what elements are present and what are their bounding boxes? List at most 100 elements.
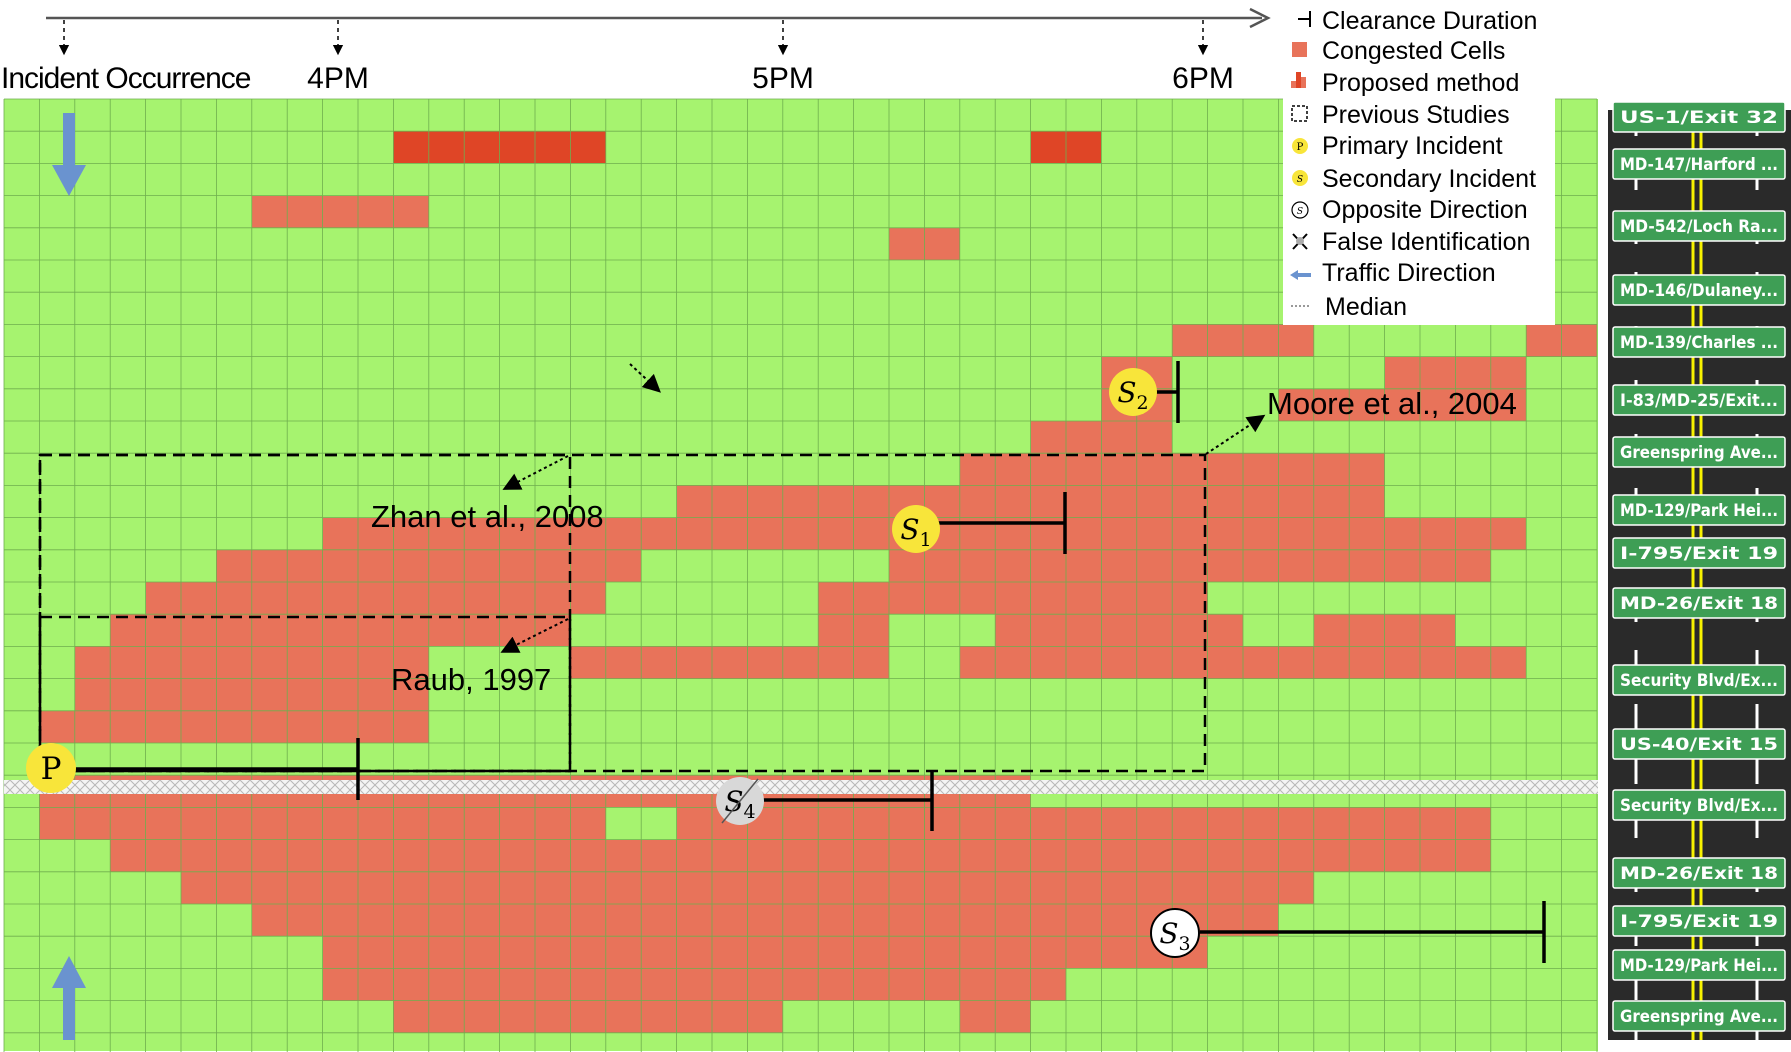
median-strip bbox=[4, 780, 1598, 794]
congestion-grid bbox=[3, 98, 1598, 1052]
up-direction-arrow-icon bbox=[52, 956, 86, 1040]
congested-cell bbox=[818, 582, 1208, 615]
s1-label: S1 bbox=[900, 513, 931, 551]
secondary-incident-icon: S bbox=[1292, 170, 1308, 186]
primary-incident-label: P bbox=[41, 751, 62, 787]
exit-sign-label: I-795/Exit 19 bbox=[1620, 544, 1778, 564]
legend-previous-studies: Previous Studies bbox=[1322, 101, 1510, 129]
congested-cell bbox=[251, 904, 1279, 937]
exit-sign: MD-129/Park Hei... bbox=[1612, 949, 1786, 981]
exit-sign-label: MD-26/Exit 18 bbox=[1620, 864, 1778, 884]
exit-sign: Greenspring Ave... bbox=[1612, 1000, 1786, 1032]
congested-cell bbox=[570, 646, 889, 679]
exit-sign-label: MD-26/Exit 18 bbox=[1620, 594, 1778, 614]
exit-sign: MD-129/Park Hei... bbox=[1612, 494, 1786, 526]
raub-study-label: Raub, 1997 bbox=[391, 662, 551, 697]
exit-sign: US-40/Exit 15 bbox=[1612, 728, 1786, 760]
legend-congested-cells: Congested Cells bbox=[1322, 37, 1505, 65]
zhan-study-label: Zhan et al., 2008 bbox=[371, 499, 604, 534]
opposite-direction-icon: S bbox=[1291, 201, 1309, 219]
legend: P S S Clearance Duration Congested Cells… bbox=[1283, 3, 1555, 325]
exit-sign-label: US-40/Exit 15 bbox=[1620, 735, 1778, 755]
congested-cell bbox=[251, 195, 429, 228]
exit-sign-label: MD-146/Dulaney... bbox=[1620, 281, 1778, 301]
previous-studies: Zhan et al., 2008 Raub, 1997 Moore et al… bbox=[38, 363, 1517, 773]
exit-sign: I-795/Exit 19 bbox=[1612, 537, 1786, 569]
legend-median: Median bbox=[1325, 293, 1407, 321]
time-tick-4pm: 4PM bbox=[307, 62, 369, 95]
moore-study-box bbox=[38, 453, 1207, 773]
congested-cell bbox=[39, 710, 429, 743]
congested-cell bbox=[110, 839, 1491, 872]
legend-secondary-incident: Secondary Incident bbox=[1322, 165, 1536, 193]
exit-sign: MD-147/Harford ... bbox=[1612, 148, 1786, 180]
legend-clearance-duration: Clearance Duration bbox=[1322, 7, 1537, 35]
congested-cell bbox=[393, 1000, 783, 1033]
traffic-direction-icon bbox=[1290, 270, 1311, 280]
clearance-duration-icon bbox=[1298, 11, 1311, 27]
moore-study-label: Moore et al., 2004 bbox=[1267, 386, 1517, 421]
exit-sign-label: Greenspring Ave... bbox=[1620, 1007, 1778, 1027]
opposite-direction-incident-s3: S3 bbox=[1150, 908, 1200, 958]
exit-sign: I-795/Exit 19 bbox=[1612, 905, 1786, 937]
traffic-direction-arrows bbox=[52, 113, 86, 1040]
congested-cell bbox=[889, 549, 1491, 582]
roadway-exits: US-1/Exit 32 MD-147/Harford ... MD-542/Loc… bbox=[1608, 101, 1791, 1040]
exit-sign-label: MD-147/Harford ... bbox=[1620, 155, 1778, 175]
legend-primary-incident: Primary Incident bbox=[1322, 132, 1503, 160]
s4-label: S4 bbox=[724, 785, 755, 823]
svg-text:S: S bbox=[1297, 207, 1303, 217]
time-tick-5pm: 5PM bbox=[752, 62, 814, 95]
congested-cell bbox=[145, 582, 606, 615]
legend-opposite-direction: Opposite Direction bbox=[1322, 196, 1528, 224]
time-tick-6pm: 6PM bbox=[1172, 62, 1234, 95]
primary-incident-icon: P bbox=[1292, 138, 1308, 154]
congested-cell bbox=[322, 968, 1067, 1001]
exit-sign: I-83/MD-25/Exit... bbox=[1612, 384, 1786, 416]
exit-sign: Greenspring Ave... bbox=[1612, 436, 1786, 468]
congested-cell bbox=[995, 614, 1243, 647]
incident-occurrence-label: Incident Occurrence bbox=[1, 62, 251, 95]
exit-sign: MD-26/Exit 18 bbox=[1612, 857, 1786, 889]
congested-cell bbox=[1278, 388, 1527, 421]
false-identification-icon bbox=[1292, 233, 1308, 250]
s3-label: S3 bbox=[1159, 917, 1190, 955]
exit-sign-label: Greenspring Ave... bbox=[1620, 443, 1778, 463]
svg-text:S: S bbox=[1297, 175, 1303, 185]
false-identification-incident-s4: S4 bbox=[716, 777, 764, 825]
zhan-study-box bbox=[38, 453, 572, 773]
exit-sign-label: MD-542/Loch Ra... bbox=[1620, 217, 1778, 237]
secondary-incident-s1: S1 bbox=[892, 505, 940, 553]
exit-sign-label: I-795/Exit 19 bbox=[1620, 912, 1778, 932]
congested-cells-icon bbox=[1292, 42, 1307, 57]
legend-traffic-direction: Traffic Direction bbox=[1322, 259, 1496, 287]
exit-sign: MD-139/Charles ... bbox=[1612, 326, 1786, 358]
exit-sign: MD-146/Dulaney... bbox=[1612, 274, 1786, 306]
s2-label: S2 bbox=[1117, 376, 1148, 414]
exit-sign-label: MD-129/Park Hei... bbox=[1620, 501, 1778, 521]
exit-sign-label: MD-129/Park Hei... bbox=[1620, 956, 1778, 976]
previous-studies-icon bbox=[1291, 105, 1308, 122]
exit-sign: MD-542/Loch Ra... bbox=[1612, 210, 1786, 242]
exit-sign-label: I-83/MD-25/Exit... bbox=[1620, 391, 1778, 411]
legend-background bbox=[1283, 3, 1555, 325]
exit-sign: Security Blvd/Ex... bbox=[1612, 664, 1786, 696]
grid-lines bbox=[3, 98, 1598, 1052]
secondary-incident-s2: S2 bbox=[1109, 368, 1157, 416]
exit-sign-label: MD-139/Charles ... bbox=[1620, 333, 1778, 353]
exit-sign-label: Security Blvd/Ex... bbox=[1620, 671, 1778, 691]
svg-text:P: P bbox=[1297, 142, 1304, 153]
exit-sign: MD-26/Exit 18 bbox=[1612, 587, 1786, 619]
timeline: Incident Occurrence 4PM 5PM 6PM bbox=[1, 7, 1271, 95]
congested-cell bbox=[110, 614, 571, 647]
exit-sign: Security Blvd/Ex... bbox=[1612, 789, 1786, 821]
congested-cell bbox=[676, 807, 1491, 840]
proposed-method-icon bbox=[1291, 72, 1306, 88]
congested-cell bbox=[322, 936, 1208, 969]
exit-sign-label: US-1/Exit 32 bbox=[1620, 108, 1778, 128]
exit-sign-label: Security Blvd/Ex... bbox=[1620, 796, 1778, 816]
exit-sign: US-1/Exit 32 bbox=[1612, 101, 1786, 133]
legend-proposed-method: Proposed method bbox=[1322, 69, 1519, 97]
primary-incident: P bbox=[26, 743, 76, 793]
